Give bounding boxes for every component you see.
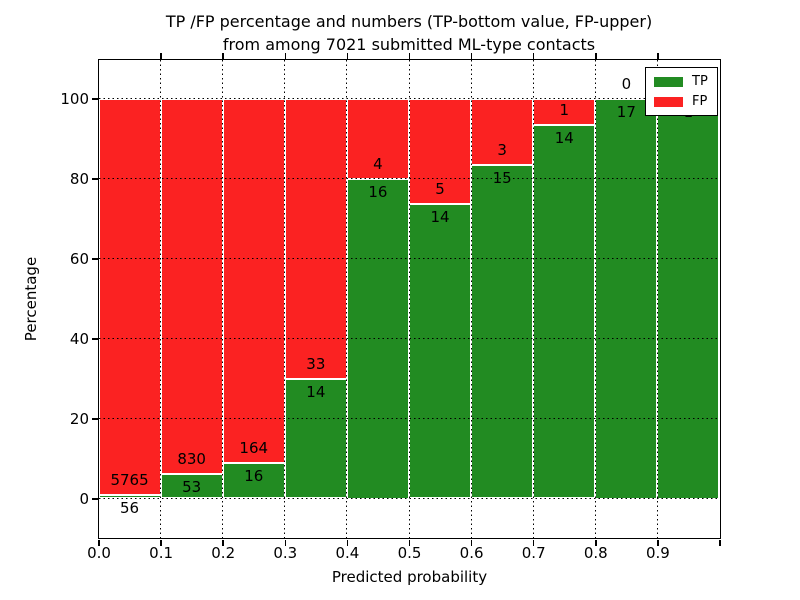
x-axis-top-tick [532, 52, 535, 59]
fp-swatch-icon [654, 96, 683, 107]
fp-count-label: 33 [306, 355, 326, 374]
y-tick-label: 80 [69, 170, 89, 188]
x-axis-top-tick [657, 52, 659, 59]
fp-legend-label: FP [692, 94, 708, 109]
fp-count-label: 1 [559, 100, 570, 119]
y-axis-tick [91, 418, 98, 420]
tp-count-label: 56 [120, 498, 140, 517]
tp-bar-segment [657, 98, 720, 499]
x-tick-label: 0.6 [459, 544, 484, 562]
y-axis-tick [91, 178, 98, 180]
x-axis-tick [532, 539, 535, 546]
tp-count-label: 15 [492, 168, 512, 187]
tp-bar-segment [595, 98, 658, 499]
x-axis-tick [408, 539, 411, 546]
tp-count-label: 14 [306, 383, 326, 402]
chart-title: TP /FP percentage and numbers (TP-bottom… [97, 10, 721, 56]
vertical-gridline [222, 59, 224, 538]
fp-bar-segment [98, 98, 161, 495]
tp-legend-label: TP [692, 74, 708, 89]
fp-bar-segment [284, 98, 347, 380]
vertical-gridline [284, 59, 286, 538]
plot-area: 5765568305316416331441651431511401701 [97, 58, 721, 539]
fp-count-label: 0 [621, 74, 632, 93]
vertical-gridline [408, 59, 410, 538]
x-axis-label: Predicted probability [331, 568, 488, 586]
x-axis-top-tick [595, 52, 597, 59]
x-axis-top-tick [408, 52, 411, 59]
tp-count-label: 16 [368, 182, 388, 201]
y-axis-tick [91, 258, 98, 260]
x-axis-tick [657, 539, 659, 546]
tp-count-label: 16 [244, 466, 264, 485]
fp-count-label: 164 [239, 438, 269, 457]
x-axis-tick [284, 539, 287, 546]
y-tick-label: 40 [69, 330, 89, 348]
fp-count-label: 4 [373, 154, 383, 173]
x-axis-tick [719, 539, 721, 546]
tp-bar-segment [409, 203, 472, 499]
fp-count-label: 5765 [110, 470, 149, 489]
tp-swatch-icon [654, 76, 683, 87]
x-axis-tick [98, 539, 100, 546]
vertical-gridline [160, 59, 162, 538]
legend-item-fp: FP [654, 95, 708, 108]
tp-count-label: 17 [616, 102, 636, 121]
fp-bar-segment [222, 98, 285, 463]
x-tick-label: 0.8 [583, 544, 608, 562]
x-tick-label: 0.5 [397, 544, 422, 562]
x-tick-label: 0.2 [211, 544, 236, 562]
vertical-gridline [346, 59, 348, 538]
x-axis-tick [595, 539, 597, 546]
x-axis-tick [160, 539, 162, 546]
tp-bar-segment [284, 379, 347, 499]
x-axis-top-tick [222, 52, 224, 59]
y-tick-label: 100 [60, 90, 89, 108]
x-tick-label: 0.4 [335, 544, 360, 562]
x-axis-top-tick [346, 52, 349, 59]
fp-count-label: 5 [435, 179, 445, 198]
y-axis-tick [91, 498, 98, 500]
tp-count-label: 53 [182, 478, 202, 497]
tp-bar-segment [222, 462, 285, 499]
x-axis-top-tick [160, 52, 162, 59]
chart-title-line1: TP /FP percentage and numbers (TP-bottom… [165, 12, 653, 31]
tp-bar-segment [160, 474, 223, 499]
chart-title-line2: from among 7021 submitted ML-type contac… [222, 35, 596, 54]
x-tick-label: 0.7 [521, 544, 546, 562]
x-tick-label: 0.1 [149, 544, 174, 562]
vertical-gridline [470, 59, 472, 538]
y-tick-label: 60 [69, 250, 89, 268]
legend: TP FP [645, 67, 718, 116]
fp-bar-segment [346, 98, 409, 179]
fp-bar-segment [160, 98, 223, 475]
fp-count-label: 3 [497, 140, 507, 159]
y-axis-label: Percentage [22, 256, 40, 342]
vertical-gridline [594, 59, 596, 538]
vertical-gridline [532, 59, 534, 538]
x-tick-label: 0.0 [87, 544, 111, 562]
legend-item-tp: TP [654, 75, 708, 88]
y-axis-tick [91, 98, 98, 100]
y-axis-tick [91, 338, 98, 340]
x-axis-tick [346, 539, 349, 546]
fp-count-label: 830 [177, 450, 206, 469]
x-tick-label: 0.3 [273, 544, 298, 562]
fp-bar-segment [409, 98, 472, 204]
x-axis-top-tick [284, 52, 287, 59]
tp-count-label: 14 [430, 207, 450, 226]
tp-bar-segment [471, 165, 534, 499]
x-axis-tick [222, 539, 224, 546]
x-axis-top-tick [470, 52, 473, 59]
vertical-gridline [656, 59, 658, 538]
x-axis-tick [470, 539, 473, 546]
tp-count-label: 14 [554, 128, 574, 147]
y-tick-label: 20 [69, 410, 89, 428]
tp-bar-segment [533, 125, 596, 499]
x-tick-label: 0.9 [645, 544, 670, 562]
y-tick-label: 0 [79, 490, 89, 508]
